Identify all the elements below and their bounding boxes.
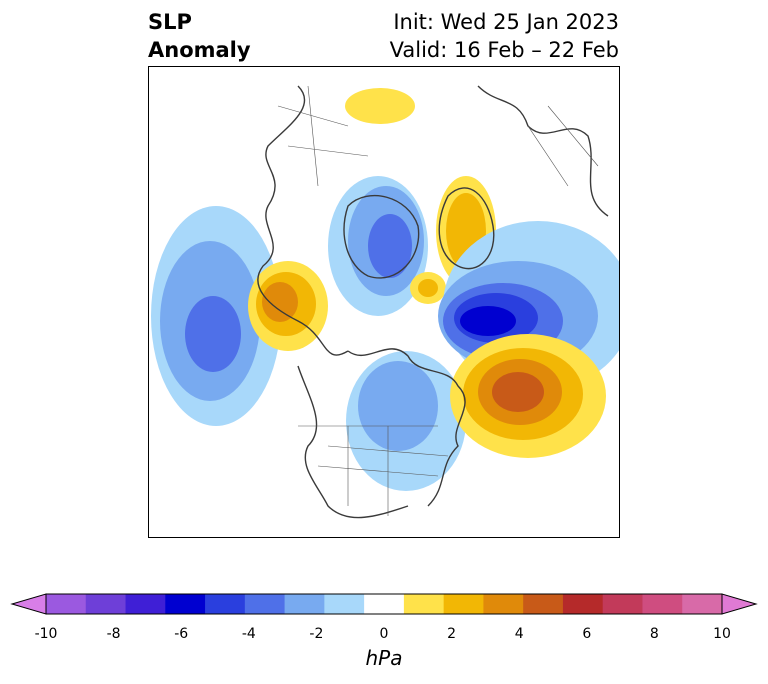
alaska-high-core <box>262 282 298 322</box>
borders <box>277 85 599 516</box>
colorbar-frame <box>45 593 723 615</box>
colorbar-tick-label: 8 <box>649 626 659 642</box>
atlantic-coast <box>347 348 466 507</box>
us-state-borders <box>298 425 449 516</box>
colorbar-cell <box>165 594 206 614</box>
colorbar-cell <box>324 594 365 614</box>
colorbar-cell <box>46 594 87 614</box>
coastlines <box>257 85 609 519</box>
colorbar-tick-label: 6 <box>582 626 592 642</box>
colorbar-max-arrow <box>721 593 758 615</box>
colorbar-tick-label: -8 <box>106 626 121 642</box>
atlantic-high-core <box>492 372 544 412</box>
units-label: hPa <box>365 646 403 670</box>
europe-high-top <box>345 88 415 124</box>
colorbar-cells <box>10 593 758 615</box>
valid-range: Valid: 16 Feb – 22 Feb <box>389 38 619 62</box>
greenland-outline <box>438 187 495 270</box>
colorbar-cell <box>403 594 445 614</box>
asia-borders <box>277 85 369 187</box>
colorbar-cell <box>602 594 643 614</box>
na-west-coast <box>297 365 409 519</box>
colorbar-cell <box>642 594 683 614</box>
colorbar-cell <box>85 594 127 614</box>
colorbar-cell <box>244 594 286 614</box>
colorbar-tick-label: -4 <box>241 626 256 642</box>
title-line-2: Anomaly <box>148 38 251 62</box>
colorbar-tick-label: 0 <box>379 626 389 642</box>
anomaly-fields <box>151 88 620 491</box>
init-date: Init: Wed 25 Jan 2023 <box>393 10 619 34</box>
asia-coast <box>257 85 349 356</box>
colorbar-tick-label: -2 <box>309 626 324 642</box>
europe-borders <box>527 105 599 187</box>
siberia-low-core <box>368 214 412 278</box>
colorbar <box>10 593 758 615</box>
colorbar-cell <box>523 594 564 614</box>
colorbar-cell <box>682 594 723 614</box>
greenland-low-core <box>460 306 516 336</box>
colorbar-cell <box>364 594 405 614</box>
colorbar-tick-label: 2 <box>447 626 457 642</box>
colorbar-min-arrow <box>10 593 47 615</box>
arctic-high-small-core <box>418 279 438 297</box>
title-line-1: SLP <box>148 10 192 34</box>
map-frame <box>148 66 620 538</box>
colorbar-cell <box>205 594 246 614</box>
colorbar-cell <box>125 594 166 614</box>
map-title: SLP Anomaly <box>148 8 251 64</box>
east-na-low-core <box>358 361 438 451</box>
colorbar-cell <box>483 594 524 614</box>
date-info: Init: Wed 25 Jan 2023 Valid: 16 Feb – 22… <box>390 8 619 64</box>
colorbar-tick-label: -6 <box>174 626 189 642</box>
pacific-low-core <box>185 296 241 372</box>
colorbar-cell <box>443 594 484 614</box>
arctic-island <box>343 194 420 279</box>
colorbar-tick-label: 10 <box>713 626 731 642</box>
europe-coast <box>477 85 609 217</box>
anomaly-map <box>148 66 620 538</box>
colorbar-tick-label: 4 <box>514 626 524 642</box>
colorbar-cell <box>284 594 325 614</box>
colorbar-tick-label: -10 <box>34 626 58 642</box>
colorbar-cell <box>562 594 604 614</box>
